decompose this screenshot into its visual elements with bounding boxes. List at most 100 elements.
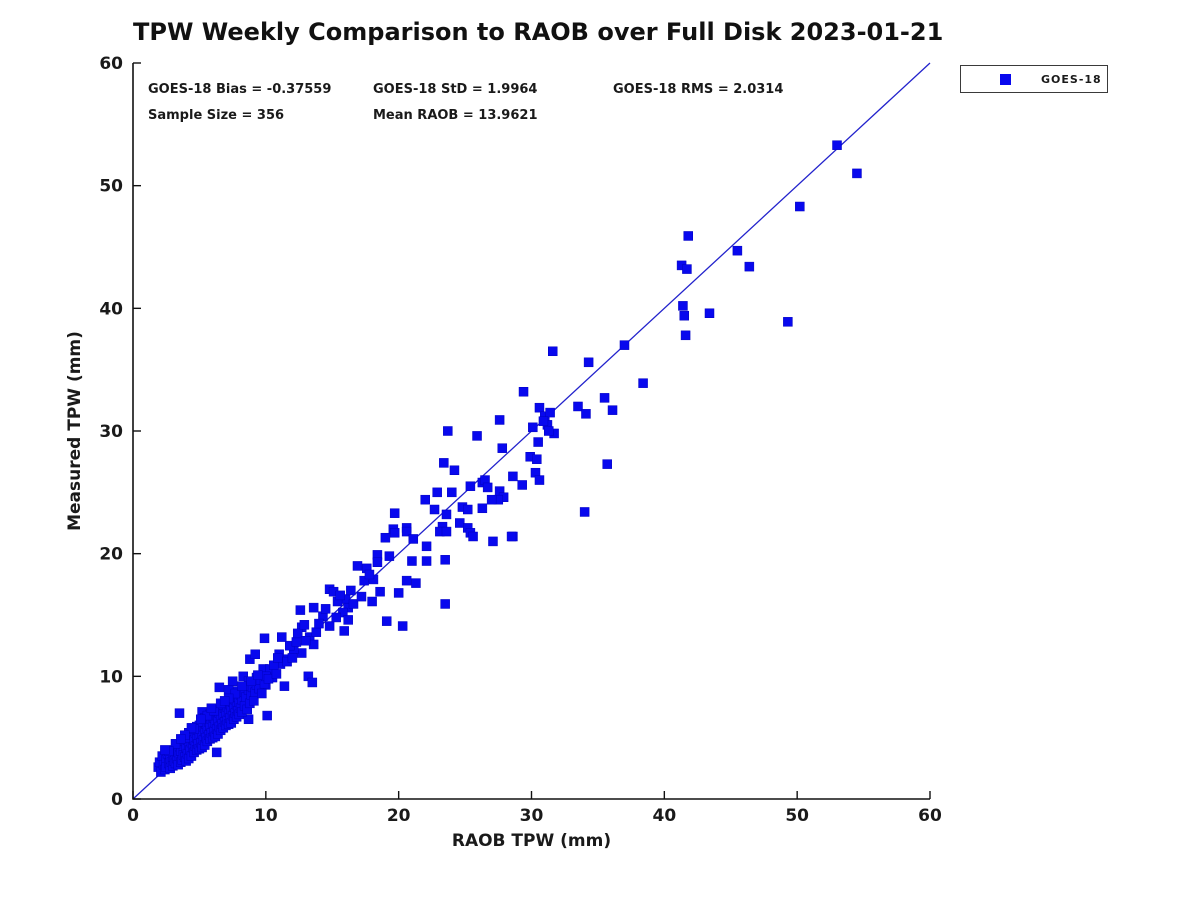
scatter-point — [227, 676, 238, 686]
scatter-point — [581, 409, 591, 419]
stat-std: GOES-18 StD = 1.9964 — [373, 82, 538, 97]
scatter-point — [238, 671, 249, 682]
scatter-point — [186, 723, 197, 733]
x-tick-label: 20 — [387, 806, 411, 826]
scatter-point — [307, 677, 318, 688]
scatter-point — [704, 308, 715, 318]
y-tick-label: 60 — [99, 54, 123, 74]
scatter-point — [381, 616, 392, 626]
scatter-point — [401, 575, 412, 586]
scatter-point — [465, 481, 476, 491]
scatter-point — [299, 620, 310, 630]
scatter-point — [443, 426, 453, 436]
scatter-point — [441, 509, 452, 520]
scatter-point — [421, 541, 432, 552]
scatter-point — [544, 426, 554, 436]
scatter-point — [683, 231, 693, 241]
scatter-point — [680, 330, 691, 341]
scatter-point — [732, 245, 743, 256]
scatter-point — [230, 688, 241, 699]
scatter-point — [411, 578, 421, 588]
scatter-point — [311, 627, 322, 637]
y-axis-label-wrap: Measured TPW (mm) — [60, 63, 90, 799]
scatter-point — [174, 708, 185, 718]
scatter-point — [795, 201, 805, 212]
scatter-point — [486, 494, 497, 505]
scatter-point — [271, 669, 282, 679]
scatter-point — [678, 301, 688, 311]
y-tick-label: 20 — [99, 545, 123, 565]
scatter-point — [273, 653, 283, 663]
scatter-point — [246, 676, 256, 686]
scatter-point — [682, 264, 692, 274]
scatter-point — [219, 696, 230, 706]
scatter-point — [455, 518, 465, 528]
stat-mean-raob: Mean RAOB = 13.9621 — [373, 108, 538, 123]
scatter-point — [348, 599, 359, 609]
scatter-point — [852, 168, 862, 179]
scatter-point — [195, 714, 206, 725]
scatter-point — [407, 556, 417, 566]
scatter-point — [506, 531, 517, 542]
scatter-point — [420, 494, 430, 505]
scatter-point — [508, 471, 518, 482]
x-tick-label: 30 — [520, 806, 544, 826]
scatter-point — [579, 507, 590, 517]
y-tick-label: 10 — [99, 667, 123, 687]
scatter-point — [432, 487, 442, 498]
scatter-point — [292, 628, 303, 639]
scatter-point — [287, 653, 298, 663]
scatter-point — [607, 405, 618, 415]
scatter-point — [583, 357, 594, 368]
scatter-point — [262, 710, 272, 721]
scatter-point — [783, 317, 793, 327]
scatter-point — [338, 607, 348, 618]
scatter-point — [440, 599, 450, 609]
legend-label: GOES-18 — [1041, 72, 1102, 86]
scatter-point — [488, 536, 498, 547]
scatter-point — [263, 674, 274, 684]
scatter-point — [380, 532, 391, 543]
scatter-point — [324, 621, 335, 631]
scatter-point — [176, 734, 186, 744]
scatter-point — [534, 475, 545, 485]
scatter-point — [441, 526, 452, 537]
scatter-point — [482, 482, 493, 493]
scatter-point — [393, 588, 404, 598]
x-tick-label: 40 — [652, 806, 676, 826]
scatter-point — [170, 739, 181, 749]
scatter-point — [352, 561, 363, 571]
scatter-point — [439, 458, 449, 468]
scatter-point — [314, 618, 324, 629]
scatter-point — [599, 393, 610, 403]
scatter-point — [257, 688, 267, 699]
scatter-point — [160, 745, 170, 755]
scatter-point — [538, 416, 549, 426]
stat-bias: GOES-18 Bias = -0.37559 — [148, 82, 332, 97]
chart-title: TPW Weekly Comparison to RAOB over Full … — [133, 18, 944, 46]
scatter-point — [517, 480, 527, 490]
legend: GOES-18 — [960, 65, 1108, 93]
scatter-point — [744, 261, 755, 272]
scatter-point — [638, 378, 648, 388]
scatter-point — [534, 402, 545, 413]
x-tick-label: 0 — [127, 806, 139, 826]
scatter-point — [308, 602, 319, 613]
scatter-point — [359, 575, 369, 586]
x-tick-label: 10 — [254, 806, 278, 826]
scatter-point — [447, 487, 457, 498]
scatter-point — [308, 639, 319, 650]
scatter-point — [291, 637, 302, 647]
legend-marker-goes18 — [1000, 73, 1011, 85]
scatter-point — [253, 670, 263, 680]
scatter-point — [339, 626, 349, 636]
scatter-point — [429, 504, 440, 515]
scatter-point — [249, 696, 259, 706]
scatter-point — [250, 649, 260, 660]
scatter-point — [300, 636, 311, 646]
scatter-point — [206, 703, 217, 713]
scatter-point — [389, 528, 400, 538]
scatter-point — [375, 586, 385, 597]
scatter-point — [449, 465, 460, 476]
